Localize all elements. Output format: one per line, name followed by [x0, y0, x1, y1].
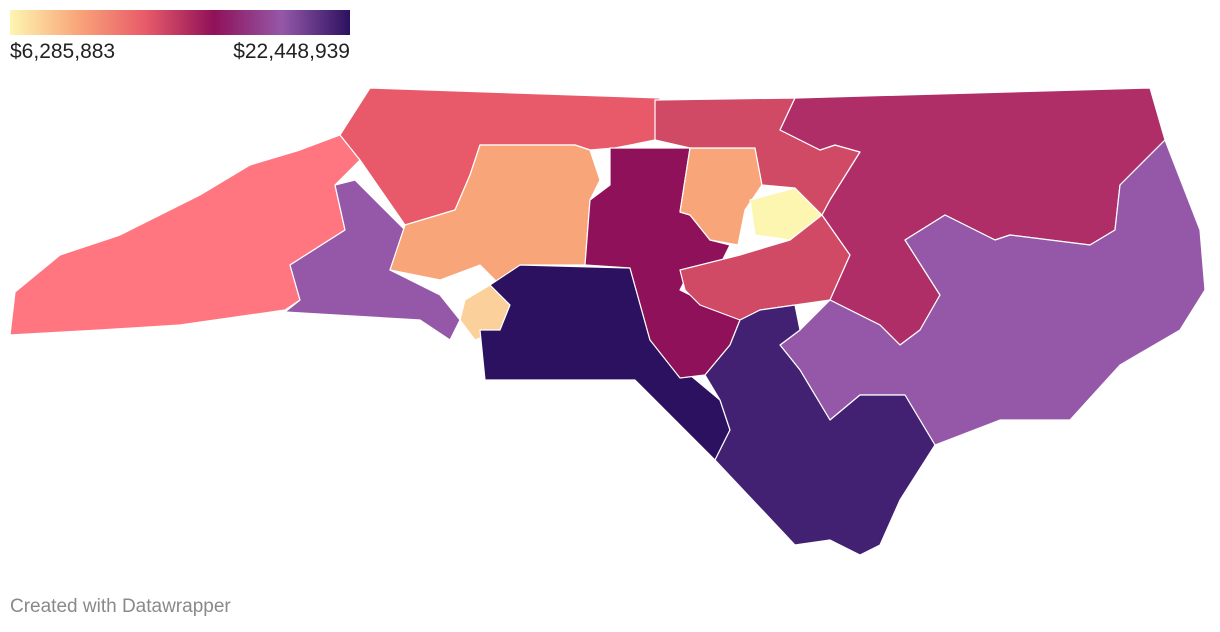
district — [704, 304, 936, 556]
legend-gradient — [10, 10, 350, 35]
legend-min-label: $6,285,883 — [10, 40, 116, 63]
legend-max-label: $22,448,939 — [233, 40, 350, 63]
credit: Created with Datawrapper — [10, 596, 231, 617]
